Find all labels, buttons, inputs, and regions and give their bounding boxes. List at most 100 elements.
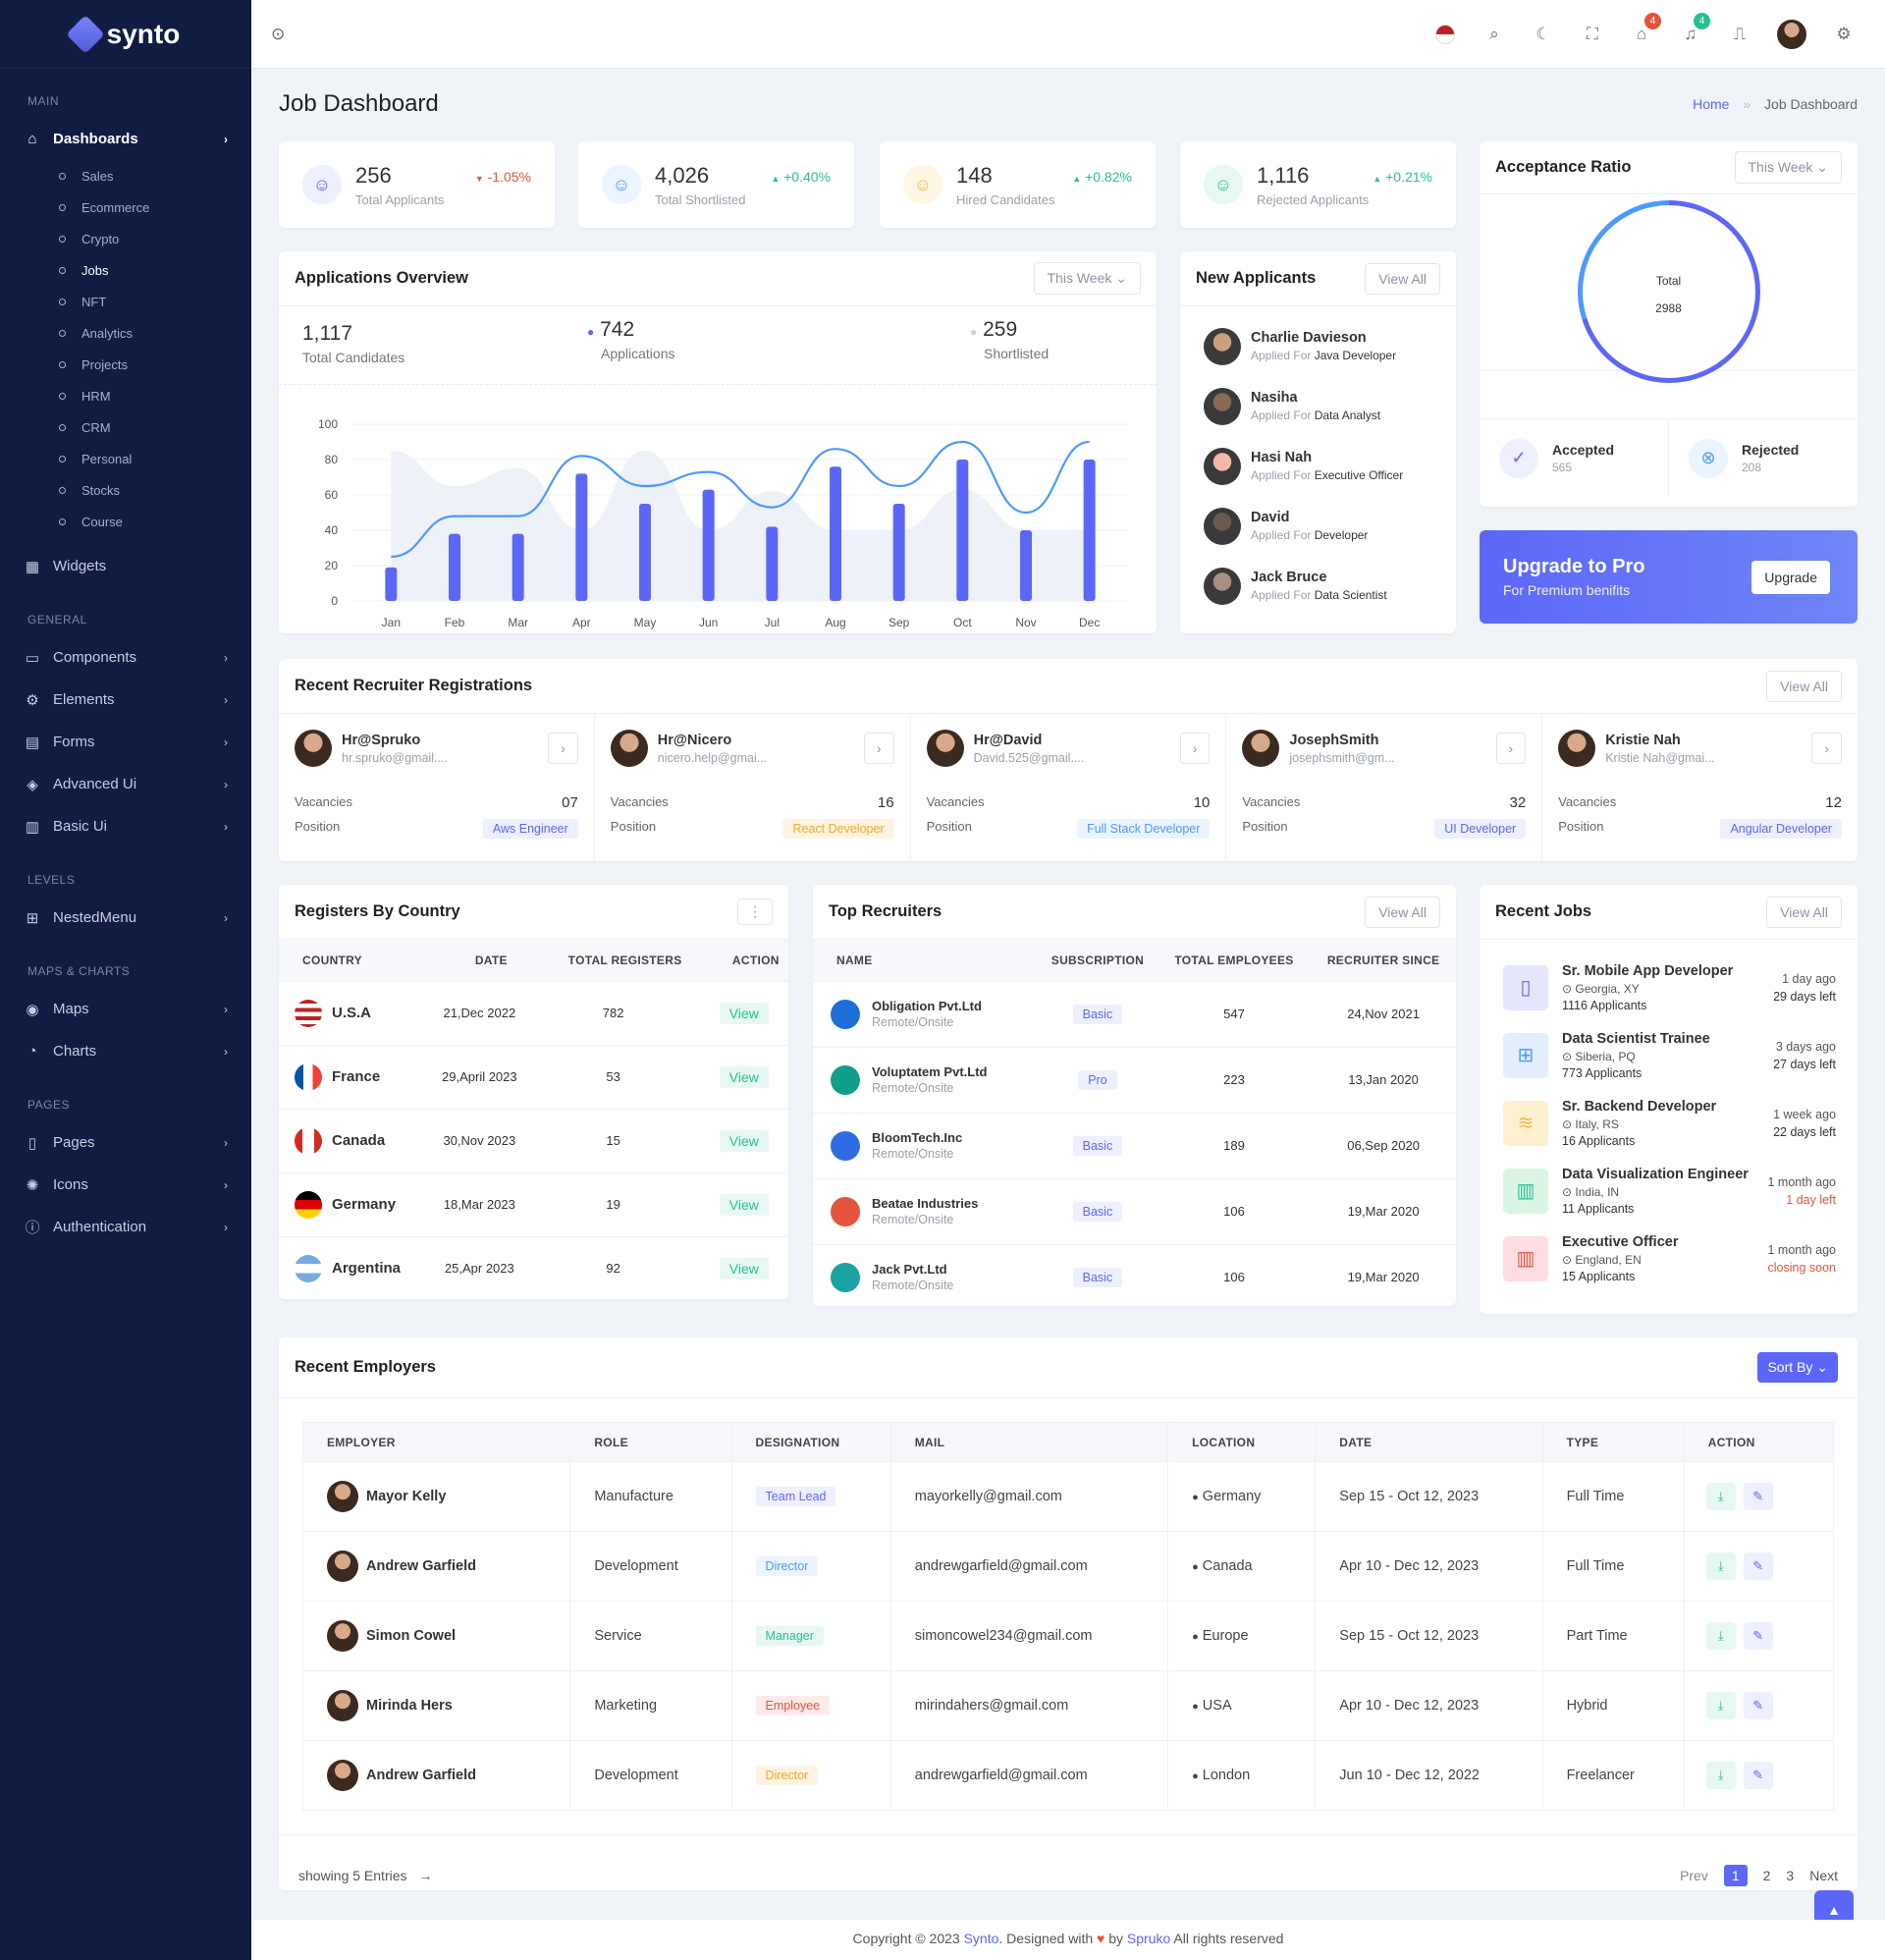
- sidebar-subitem-crypto[interactable]: Crypto: [0, 223, 251, 254]
- sidebar-item-charts[interactable]: ◔ Charts ›: [0, 1030, 251, 1072]
- sidebar-subitem-hrm[interactable]: HRM: [0, 380, 251, 411]
- designation-tag: Employee: [755, 1696, 831, 1715]
- sidebar-subitem-nft[interactable]: NFT: [0, 286, 251, 317]
- sidebar-item-maps[interactable]: ◉ Maps ›: [0, 988, 251, 1030]
- sidebar-item-dashboards[interactable]: ⌂ Dashboards ›: [0, 118, 251, 160]
- us-flag-icon[interactable]: [1433, 24, 1457, 44]
- sidebar-item-widgets[interactable]: ▦ Widgets: [0, 545, 251, 587]
- edit-button[interactable]: ✎: [1743, 1762, 1773, 1789]
- view-all-button[interactable]: View All: [1365, 896, 1440, 928]
- chevron-right-button[interactable]: ›: [1495, 733, 1527, 764]
- job-item[interactable]: ≋ Sr. Backend Developer ⊙ Italy, RS 16 Appl…: [1503, 1089, 1836, 1157]
- footer-brand-link[interactable]: Synto: [963, 1931, 999, 1946]
- chevron-right-button[interactable]: ›: [863, 733, 894, 764]
- sidebar-item-advanced-ui[interactable]: ◈ Advanced Ui ›: [0, 763, 251, 805]
- bookmark-icon[interactable]: ⎍: [1734, 24, 1746, 43]
- sidebar-subitem-analytics[interactable]: Analytics: [0, 317, 251, 349]
- sidebar-subitem-course[interactable]: Course: [0, 506, 251, 537]
- view-button[interactable]: View: [719, 1257, 769, 1279]
- download-button[interactable]: ⤓: [1705, 1483, 1736, 1510]
- map-pin-icon: ⊙: [1562, 1252, 1573, 1267]
- prev-page[interactable]: Prev: [1680, 1868, 1708, 1883]
- edit-button[interactable]: ✎: [1743, 1552, 1773, 1580]
- sidebar-subitem-stocks[interactable]: Stocks: [0, 474, 251, 506]
- job-item[interactable]: ▥ Executive Officer ⊙ England, EN 15 Applic…: [1503, 1225, 1836, 1292]
- more-options-button[interactable]: ⋮: [737, 898, 773, 925]
- download-button[interactable]: ⤓: [1705, 1762, 1736, 1789]
- next-page[interactable]: Next: [1809, 1868, 1838, 1883]
- chevron-right-button[interactable]: ›: [1179, 733, 1211, 764]
- applicant-item[interactable]: Charlie Davieson Applied For Java Develop…: [1204, 316, 1432, 376]
- applications-overview-card: Applications Overview This Week ⌄ 1,117 To…: [279, 251, 1157, 633]
- view-all-button[interactable]: View All: [1365, 262, 1440, 295]
- bell-icon[interactable]: ♫ 4: [1679, 12, 1710, 44]
- download-button[interactable]: ⤓: [1705, 1692, 1736, 1719]
- avatar: [327, 1620, 358, 1652]
- applicant-item[interactable]: Hasi Nah Applied For Executive Officer: [1204, 436, 1432, 496]
- download-button[interactable]: ⤓: [1705, 1622, 1736, 1650]
- sidebar-item-forms[interactable]: ▤ Forms ›: [0, 721, 251, 763]
- column-header: ROLE: [569, 1422, 732, 1462]
- fullscreen-icon[interactable]: ⛶: [1587, 24, 1598, 43]
- sidebar-item-components[interactable]: ▭ Components ›: [0, 636, 251, 679]
- sidebar-toggle-icon[interactable]: ⊙: [271, 24, 286, 43]
- sidebar-item-pages[interactable]: ▯ Pages ›: [0, 1121, 251, 1164]
- sidebar-subitem-crm[interactable]: CRM: [0, 411, 251, 443]
- country-name: Canada: [332, 1131, 386, 1149]
- page-2[interactable]: 2: [1762, 1868, 1771, 1883]
- week-filter-dropdown[interactable]: This Week ⌄: [1734, 151, 1842, 184]
- view-button[interactable]: View: [719, 1065, 769, 1088]
- view-button[interactable]: View: [719, 1002, 769, 1024]
- logo[interactable]: synto: [0, 0, 251, 69]
- sidebar-subitem-ecommerce[interactable]: Ecommerce: [0, 191, 251, 223]
- total-employees: 223: [1223, 1072, 1245, 1087]
- chevron-right-button[interactable]: ›: [548, 733, 578, 764]
- sidebar-subitem-sales[interactable]: Sales: [0, 160, 251, 191]
- footer-company-link[interactable]: Spruko: [1126, 1931, 1171, 1946]
- applicant-name: Jack Bruce: [1251, 570, 1327, 585]
- edit-button[interactable]: ✎: [1743, 1483, 1773, 1510]
- sidebar-subitem-personal[interactable]: Personal: [0, 443, 251, 474]
- company-logo-icon: [831, 1064, 860, 1095]
- search-icon[interactable]: ⌕: [1489, 24, 1499, 43]
- edit-button[interactable]: ✎: [1743, 1692, 1773, 1719]
- applicant-item[interactable]: David Applied For Developer: [1204, 496, 1432, 556]
- upgrade-button[interactable]: Upgrade: [1751, 560, 1830, 594]
- chevron-right-button[interactable]: ›: [1811, 733, 1842, 764]
- gear-icon[interactable]: ⚙: [1836, 24, 1852, 43]
- view-all-button[interactable]: View All: [1766, 670, 1842, 702]
- page-1[interactable]: 1: [1723, 1865, 1748, 1886]
- role: Service: [569, 1601, 732, 1671]
- sidebar-item-elements[interactable]: ⚙ Elements ›: [0, 679, 251, 721]
- breadcrumb-home[interactable]: Home: [1693, 96, 1730, 112]
- edit-button[interactable]: ✎: [1743, 1622, 1773, 1650]
- home-icon: ⌂: [27, 131, 37, 147]
- user-avatar[interactable]: [1777, 19, 1806, 49]
- sidebar-item-basic-ui[interactable]: ▥ Basic Ui ›: [0, 805, 251, 847]
- label: Forms: [53, 734, 95, 750]
- sidebar-subitem-projects[interactable]: Projects: [0, 349, 251, 380]
- job-item[interactable]: ▥ Data Visualization Engineer ⊙ India, IN 1…: [1503, 1157, 1836, 1225]
- cart-icon[interactable]: ⌂ 4: [1630, 12, 1661, 44]
- applicant-item[interactable]: Nasiha Applied For Data Analyst: [1204, 376, 1432, 436]
- sidebar-subitem-jobs[interactable]: Jobs: [0, 254, 251, 286]
- moon-icon[interactable]: ☾: [1535, 24, 1551, 43]
- job-item[interactable]: ⊞ Data Scientist Trainee ⊙ Siberia, PQ 773 …: [1503, 1021, 1836, 1089]
- job-icon: ▥: [1503, 1235, 1548, 1281]
- week-filter-dropdown[interactable]: This Week ⌄: [1033, 262, 1141, 295]
- view-button[interactable]: View: [719, 1193, 769, 1216]
- x-tick-label: Feb: [445, 616, 465, 629]
- download-button[interactable]: ⤓: [1705, 1552, 1736, 1580]
- sidebar-item-nestedmenu[interactable]: ⊞ NestedMenu ›: [0, 897, 251, 939]
- sidebar-item-authentication[interactable]: ⓘ Authentication ›: [0, 1206, 251, 1248]
- y-tick-label: 60: [325, 488, 339, 502]
- applicant-item[interactable]: Jack Bruce Applied For Data Scientist: [1204, 556, 1432, 616]
- job-item[interactable]: ▯ Sr. Mobile App Developer ⊙ Georgia, XY 11…: [1503, 953, 1836, 1021]
- sidebar-item-icons[interactable]: ✺ Icons ›: [0, 1164, 251, 1206]
- view-all-button[interactable]: View All: [1766, 896, 1842, 928]
- view-button[interactable]: View: [719, 1129, 769, 1152]
- position-label: Position: [926, 819, 972, 834]
- page-3[interactable]: 3: [1786, 1868, 1795, 1883]
- sort-by-button[interactable]: Sort By ⌄: [1757, 1352, 1838, 1383]
- avatar: [1204, 387, 1241, 425]
